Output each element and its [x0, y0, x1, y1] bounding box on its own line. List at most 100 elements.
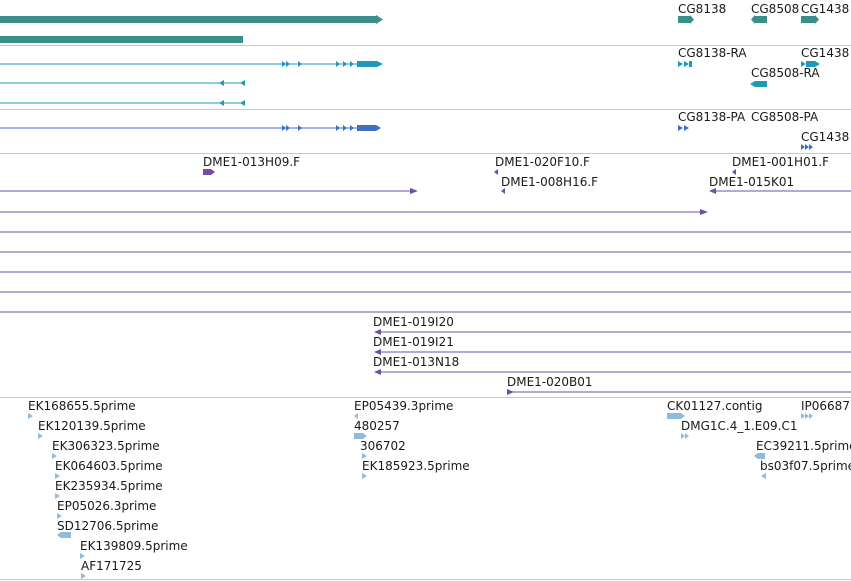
clone-label-dme1-013n18[interactable]: DME1-013N18 [373, 355, 460, 369]
est-label-af171725[interactable]: AF171725 [81, 559, 142, 573]
transcript-exon[interactable] [336, 61, 340, 67]
est-label-ek306323[interactable]: EK306323.5prime [52, 439, 160, 453]
est-ek235934-glyph[interactable] [55, 493, 60, 499]
protein-cg8138-pa-exon[interactable] [678, 125, 683, 131]
est-ip06687-glyph[interactable] [805, 413, 809, 419]
est-dmg1c4-glyph[interactable] [685, 433, 689, 439]
est-ek064603-glyph[interactable] [55, 473, 60, 479]
clone-label-dme1-015k01[interactable]: DME1-015K01 [709, 175, 795, 189]
protein-exon[interactable] [298, 125, 302, 131]
est-sd12706-glyph[interactable] [61, 532, 71, 538]
est-ck01127-arrowhead [681, 413, 685, 419]
clone-label-dme1-019i21[interactable]: DME1-019I21 [373, 335, 454, 349]
transcript-exon[interactable] [350, 61, 354, 67]
est-label-ek185923[interactable]: EK185923.5prime [362, 459, 470, 473]
protein-cg8138-pa-exon[interactable] [684, 125, 689, 131]
transcript-cg1438-exon[interactable] [801, 61, 806, 67]
est-label-ep05439[interactable]: EP05439.3prime [354, 399, 454, 413]
est-label-ek168655[interactable]: EK168655.5prime [28, 399, 136, 413]
protein-exon[interactable] [357, 125, 376, 131]
transcript-cg1438-arrowhead [815, 61, 820, 67]
est-ek120139-glyph[interactable] [38, 433, 43, 439]
gene-label-cg8508[interactable]: CG8508 [751, 2, 800, 16]
transcript-exon[interactable] [343, 61, 347, 67]
est-label-ep05026[interactable]: EP05026.3prime [57, 499, 157, 513]
protein-cg1438-exon[interactable] [809, 144, 813, 150]
clone-dme1-013h09-glyph[interactable] [203, 169, 211, 175]
clone-dme1-001h01-glyph[interactable] [732, 169, 736, 175]
protein-cg1438-exon[interactable] [805, 144, 809, 150]
est-label-bs03f07[interactable]: bs03f07.5prime [760, 459, 851, 473]
clone-dme1-008h16-glyph[interactable] [501, 188, 505, 194]
est-480257-glyph[interactable] [354, 433, 363, 439]
est-ep05439-glyph[interactable] [354, 413, 358, 419]
est-ec39211-glyph[interactable] [758, 453, 765, 459]
transcript-exon[interactable] [357, 61, 377, 67]
est-label-ip06687[interactable]: IP06687 [801, 399, 850, 413]
est-label-dmg1c4[interactable]: DMG1C.4_1.E09.C1 [681, 419, 798, 433]
transcript-exon[interactable] [219, 100, 224, 106]
protein-exon[interactable] [350, 125, 354, 131]
protein-exon[interactable] [336, 125, 340, 131]
est-ip06687-glyph[interactable] [809, 413, 813, 419]
est-label-ek139809[interactable]: EK139809.5prime [80, 539, 188, 553]
clone-label-dme1-001h01[interactable]: DME1-001H01.F [732, 155, 830, 169]
transcript-exon[interactable] [282, 61, 286, 67]
transcript-exon[interactable] [240, 100, 245, 106]
est-af171725-glyph[interactable] [81, 573, 86, 579]
transcript-exon[interactable] [286, 61, 290, 67]
est-label-sd12706[interactable]: SD12706.5prime [57, 519, 159, 533]
clone-dme1-020f10-glyph[interactable] [494, 169, 498, 175]
est-label-306702[interactable]: 306702 [360, 439, 406, 453]
transcript-cg8138-ra-exon[interactable] [689, 61, 692, 67]
est-label-ek064603[interactable]: EK064603.5prime [55, 459, 163, 473]
gene-label-cg1438[interactable]: CG1438 [801, 2, 850, 16]
clone-label-dme1-013h09[interactable]: DME1-013H09.F [203, 155, 301, 169]
clone-label-dme1-019i20[interactable]: DME1-019I20 [373, 315, 454, 329]
est-label-ek120139[interactable]: EK120139.5prime [38, 419, 146, 433]
gene-label-cg8138[interactable]: CG8138 [678, 2, 727, 16]
protein-exon[interactable] [282, 125, 286, 131]
est-label-ec39211[interactable]: EC39211.5prime [756, 439, 851, 453]
est-label-ek235934[interactable]: EK235934.5prime [55, 479, 163, 493]
est-ek168655-glyph[interactable] [28, 413, 33, 419]
est-ip06687-glyph[interactable] [801, 413, 805, 419]
transcript-cg8508-ra-exon[interactable] [755, 81, 767, 87]
transcript-cg1438-exon[interactable] [806, 61, 815, 67]
clone-label-dme1-008h16[interactable]: DME1-008H16.F [501, 175, 599, 189]
transcript-exon[interactable] [298, 61, 302, 67]
est-bs03f07-glyph[interactable] [761, 473, 766, 479]
gene-feature[interactable] [0, 16, 376, 23]
est-label-480257[interactable]: 480257 [354, 419, 400, 433]
protein-exon[interactable] [286, 125, 290, 131]
est-ep05026-glyph[interactable] [57, 513, 62, 519]
protein-cg1438-exon[interactable] [801, 144, 805, 150]
est-dmg1c4-glyph[interactable] [681, 433, 685, 439]
gene-track-glyphs [0, 15, 819, 43]
est-sd12706-arrowhead [57, 532, 61, 538]
est-label-ck01127[interactable]: CK01127.contig [667, 399, 763, 413]
est-ek306323-glyph[interactable] [52, 453, 57, 459]
transcript-cg8138-ra-exon[interactable] [678, 61, 683, 67]
protein-label-cg1438[interactable]: CG1438 [801, 130, 850, 144]
protein-label-cg8508-pa[interactable]: CG8508-PA [751, 110, 819, 124]
clone-label-dme1-020f10[interactable]: DME1-020F10.F [495, 155, 590, 169]
est-ek139809-glyph[interactable] [80, 553, 85, 559]
transcript-label-cg1438[interactable]: CG1438 [801, 46, 850, 60]
est-ck01127-glyph[interactable] [667, 413, 681, 419]
protein-exon[interactable] [343, 125, 347, 131]
transcript-label-cg8508-ra[interactable]: CG8508-RA [751, 66, 820, 80]
gene-feature[interactable] [0, 36, 243, 43]
transcript-cg8138-ra-exon[interactable] [684, 61, 689, 67]
clone-label-dme1-020b01[interactable]: DME1-020B01 [507, 375, 593, 389]
transcript-exon[interactable] [219, 80, 224, 86]
est-306702-glyph[interactable] [362, 453, 367, 459]
gene-cg8138-glyph[interactable] [678, 16, 690, 23]
protein-label-cg8138-pa[interactable]: CG8138-PA [678, 110, 746, 124]
transcript-exon[interactable] [240, 80, 245, 86]
est-ek185923-glyph[interactable] [362, 473, 367, 479]
gene-cg8508-glyph[interactable] [755, 16, 767, 23]
track-divider [0, 153, 851, 154]
transcript-label-cg8138-ra[interactable]: CG8138-RA [678, 46, 747, 60]
gene-cg1438-glyph[interactable] [801, 16, 815, 23]
